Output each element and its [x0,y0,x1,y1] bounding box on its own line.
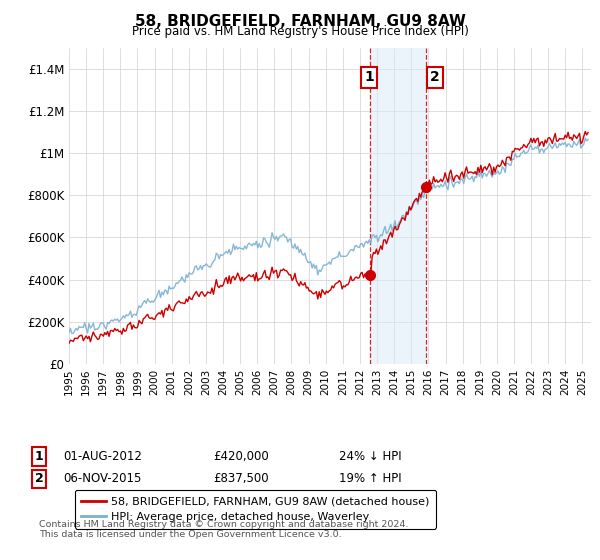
Legend: 58, BRIDGEFIELD, FARNHAM, GU9 8AW (detached house), HPI: Average price, detached: 58, BRIDGEFIELD, FARNHAM, GU9 8AW (detac… [74,490,436,529]
Text: 2: 2 [430,70,440,84]
Text: 19% ↑ HPI: 19% ↑ HPI [339,472,401,486]
Text: 06-NOV-2015: 06-NOV-2015 [63,472,142,486]
Text: £420,000: £420,000 [213,450,269,463]
Text: Price paid vs. HM Land Registry's House Price Index (HPI): Price paid vs. HM Land Registry's House … [131,25,469,38]
Text: 01-AUG-2012: 01-AUG-2012 [63,450,142,463]
Bar [370,48,425,364]
Text: 24% ↓ HPI: 24% ↓ HPI [339,450,401,463]
Text: 2: 2 [35,472,43,486]
Text: 1: 1 [35,450,43,463]
Text: 1: 1 [364,70,374,84]
Text: 58, BRIDGEFIELD, FARNHAM, GU9 8AW: 58, BRIDGEFIELD, FARNHAM, GU9 8AW [134,14,466,29]
Text: £837,500: £837,500 [213,472,269,486]
Text: Contains HM Land Registry data © Crown copyright and database right 2024.
This d: Contains HM Land Registry data © Crown c… [39,520,409,539]
